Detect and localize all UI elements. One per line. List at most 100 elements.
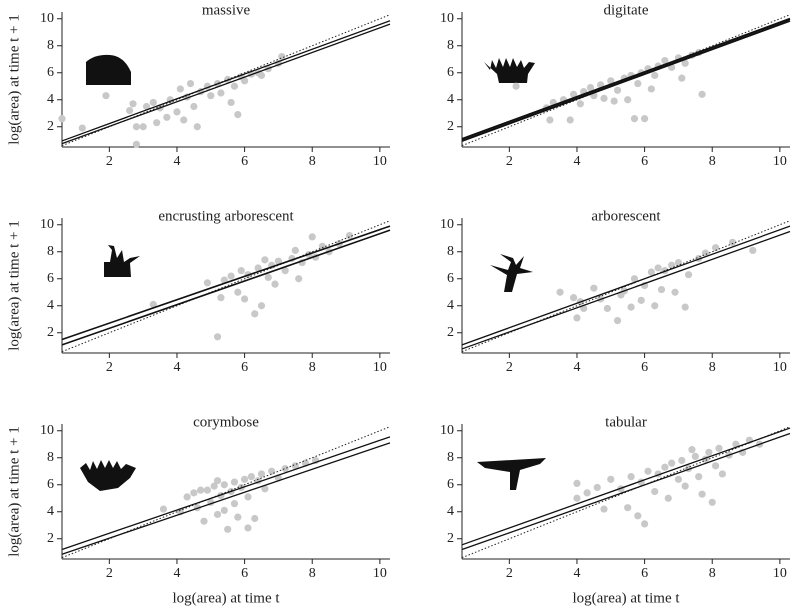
point — [126, 106, 134, 115]
y-tick-label: 2 — [47, 119, 54, 134]
point — [681, 59, 689, 67]
y-tick-label: 4 — [447, 92, 454, 107]
point — [624, 504, 632, 512]
point — [634, 79, 642, 88]
point — [234, 111, 242, 119]
point — [674, 475, 683, 483]
point — [718, 470, 726, 478]
point — [573, 479, 581, 487]
point — [573, 314, 581, 322]
y-tick-label: 6 — [47, 477, 54, 492]
y-tick-label: 4 — [47, 298, 54, 313]
point — [173, 108, 181, 116]
panel-title: massive — [202, 2, 251, 18]
y-tick-label: 10 — [40, 217, 54, 232]
x-tick-label: 2 — [506, 154, 513, 169]
x-tick-label: 8 — [709, 566, 716, 581]
point — [268, 467, 276, 475]
point — [566, 116, 574, 124]
point — [512, 82, 520, 90]
point — [603, 304, 612, 313]
point — [186, 79, 195, 88]
point — [627, 473, 635, 481]
point — [569, 294, 578, 302]
y-tick-label: 2 — [447, 531, 454, 546]
point — [613, 86, 622, 94]
point — [661, 463, 669, 471]
x-tick-label: 2 — [506, 566, 513, 581]
point — [708, 498, 716, 506]
y-tick-label: 2 — [47, 531, 54, 546]
point — [651, 302, 659, 310]
y-tick-label: 6 — [447, 65, 454, 80]
x-tick-label: 6 — [241, 360, 248, 375]
point — [644, 467, 652, 475]
point — [308, 233, 316, 241]
point — [261, 485, 269, 493]
point — [78, 124, 86, 132]
point — [149, 300, 157, 308]
y-tick-label: 2 — [447, 119, 454, 134]
y-tick-label: 10 — [440, 11, 454, 26]
point — [573, 494, 581, 502]
y-tick-label: 2 — [447, 325, 454, 340]
point — [556, 288, 564, 296]
point — [345, 231, 354, 240]
x-tick-label: 8 — [309, 154, 316, 169]
point — [180, 116, 188, 124]
point — [657, 285, 666, 294]
y-tick-label: 8 — [47, 38, 54, 53]
point — [624, 96, 632, 104]
x-tick-label: 8 — [709, 154, 716, 169]
point — [274, 257, 283, 265]
point — [610, 97, 618, 105]
x-tick-label: 4 — [173, 360, 180, 375]
point — [576, 100, 584, 108]
point — [230, 500, 239, 508]
point — [213, 510, 222, 519]
fit-line — [61, 20, 391, 142]
point — [227, 98, 235, 107]
point — [142, 102, 151, 111]
point — [569, 90, 578, 98]
point — [132, 123, 140, 131]
point — [254, 264, 262, 272]
x-axis-title: log(area) at time t — [572, 590, 680, 606]
point — [664, 494, 672, 502]
y-axis-title: log(area) at time t + 1 — [6, 220, 22, 351]
fit-line — [461, 19, 791, 142]
point — [264, 273, 272, 281]
point — [213, 477, 222, 485]
point — [183, 493, 191, 501]
point — [139, 123, 147, 131]
x-tick-label: 6 — [241, 566, 248, 581]
x-tick-label: 4 — [173, 566, 180, 581]
y-tick-label: 10 — [440, 217, 454, 232]
point — [712, 462, 720, 470]
y-tick-label: 8 — [447, 38, 454, 53]
x-tick-label: 4 — [573, 154, 580, 169]
point — [213, 333, 222, 341]
point — [149, 98, 157, 107]
point — [244, 493, 252, 501]
point — [586, 84, 595, 92]
icon-arborescent — [490, 254, 533, 292]
point — [159, 505, 168, 513]
point — [712, 244, 720, 252]
point — [593, 483, 601, 492]
x-tick-label: 8 — [709, 360, 716, 375]
point — [217, 294, 225, 302]
x-tick-label: 10 — [373, 154, 387, 169]
point — [630, 275, 639, 283]
point — [634, 512, 642, 520]
point — [234, 513, 242, 521]
point — [153, 119, 161, 127]
icon-corymbose — [80, 460, 136, 491]
reference-line — [61, 220, 391, 353]
y-tick-label: 6 — [447, 271, 454, 286]
point — [647, 268, 655, 276]
y-tick-label: 4 — [447, 504, 454, 519]
fit-line — [61, 23, 391, 145]
point — [200, 517, 208, 525]
point — [240, 77, 249, 85]
